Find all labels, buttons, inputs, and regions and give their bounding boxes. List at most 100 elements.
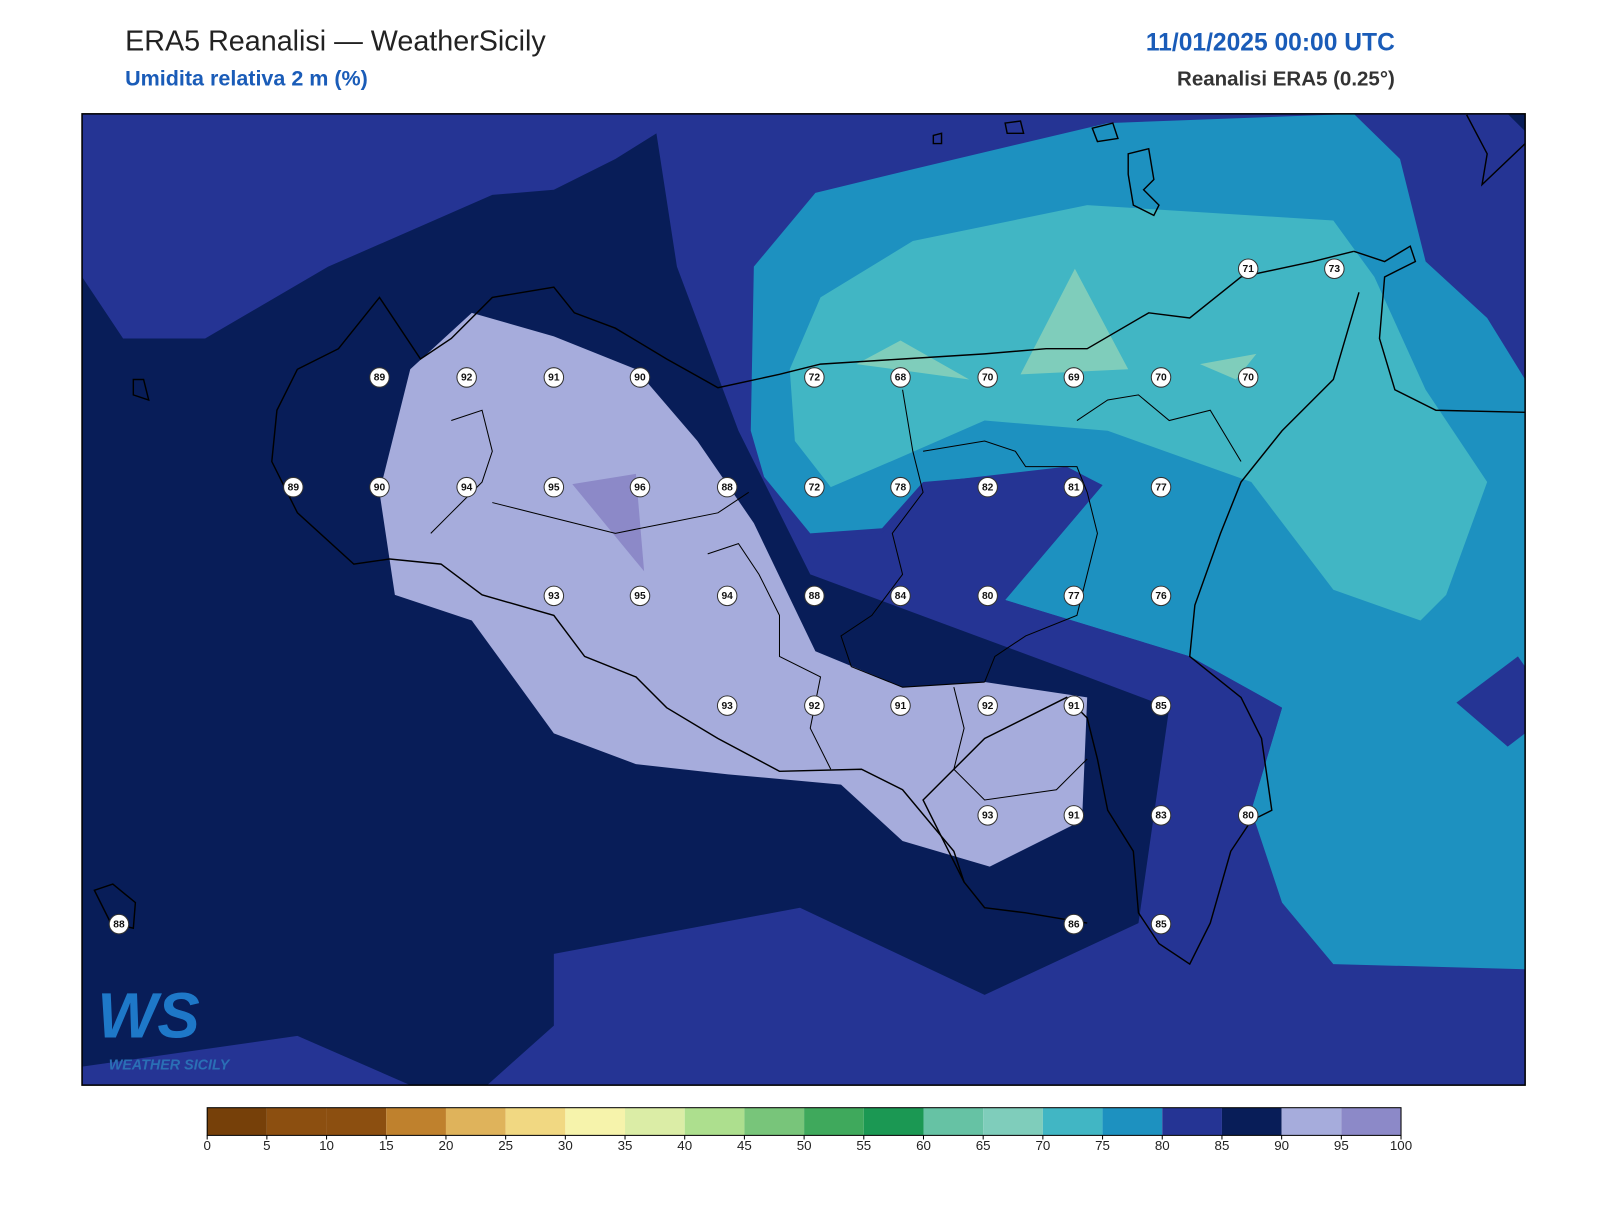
station-marker [1150, 913, 1172, 935]
logo-text: WEATHER SICILY [109, 1057, 231, 1073]
colorbar-tick-label: 35 [618, 1138, 633, 1153]
station-marker [977, 476, 998, 498]
contour-band [1200, 353, 1257, 380]
coast-calabria [1353, 245, 1526, 414]
station-marker [629, 367, 651, 388]
coast-north [297, 250, 1355, 389]
station-marker [456, 367, 477, 388]
station-value: 83 [1155, 811, 1167, 822]
datetime: 11/01/2025 00:00 UTC [1146, 30, 1395, 57]
station-value: 82 [982, 482, 994, 493]
station-value: 72 [809, 482, 821, 493]
colorbar-bin [625, 1107, 685, 1136]
colorbar-bin [565, 1107, 626, 1136]
colorbar-tick-label: 80 [1155, 1138, 1170, 1153]
colorbar-tick-label: 25 [498, 1138, 513, 1153]
colorbar-tick-label: 0 [203, 1138, 210, 1153]
station-value: 77 [1068, 591, 1080, 602]
colorbar-tick-label: 20 [439, 1138, 454, 1153]
station-marker [1150, 585, 1172, 607]
colorbar-tick-label: 40 [677, 1138, 692, 1153]
contour-band [810, 466, 1283, 811]
station-marker [629, 476, 651, 498]
station-value: 88 [721, 482, 733, 493]
colorbar: 0 5 10 15 20 25 30 35 40 45 50 55 60 65 70 75 80 85 90 95 10… [203, 1107, 1412, 1153]
station-marker [1063, 695, 1085, 716]
map-frame [81, 113, 1526, 1086]
station-value: 70 [982, 373, 994, 384]
station-value: 90 [374, 482, 386, 493]
station-value: 78 [895, 482, 907, 493]
contour-band [789, 205, 1488, 621]
station-marker [1063, 805, 1085, 826]
borders [430, 389, 1242, 801]
source: Reanalisi ERA5 (0.25°) [1177, 67, 1395, 90]
colorbar-tick-label: 55 [856, 1138, 871, 1153]
station-marker [1237, 805, 1259, 826]
station-marker [804, 695, 825, 716]
station-marker [890, 695, 911, 716]
colorbar-bin [923, 1107, 984, 1136]
colorbar-bin [1221, 1107, 1282, 1136]
coast-calabria-north [1466, 114, 1526, 187]
colorbar-bin [1042, 1107, 1103, 1136]
colorbar-bin [445, 1107, 506, 1136]
colorbar-bin [207, 1107, 267, 1136]
station-value: 90 [634, 373, 646, 384]
station-value: 88 [809, 591, 821, 602]
station-value: 93 [548, 591, 560, 602]
station-value: 76 [1155, 591, 1167, 602]
station-value: 95 [634, 591, 646, 602]
title: ERA5 Reanalisi — WeatherSicily [125, 26, 546, 58]
colorbar-tick-label: 30 [558, 1138, 573, 1153]
station-marker [890, 367, 911, 388]
station-marker [1150, 476, 1172, 498]
colorbar-bin [1162, 1107, 1222, 1136]
station-marker [716, 695, 738, 716]
contour-fills [82, 113, 1526, 1086]
colorbar-tick-label: 90 [1274, 1138, 1289, 1153]
station-value: 95 [548, 482, 560, 493]
colorbar-bin [505, 1107, 566, 1136]
station-marker [804, 367, 825, 388]
station-marker [1063, 585, 1085, 607]
colorbar-bin [1102, 1107, 1163, 1136]
coast-east [922, 292, 1360, 966]
station-marker [369, 476, 390, 498]
colorbar-tick-label: 45 [737, 1138, 752, 1153]
colorbar-bin [386, 1107, 446, 1136]
coast-south [271, 368, 965, 883]
station-marker [890, 585, 911, 607]
station-marker [716, 585, 738, 607]
colorbar-bin [1281, 1107, 1342, 1136]
station-value: 68 [895, 373, 907, 384]
station-value: 94 [721, 591, 733, 602]
station-value: 91 [548, 373, 560, 384]
colorbar-tick-label: 95 [1334, 1138, 1349, 1153]
station-marker [977, 695, 998, 716]
stations: 89 92 91 90 72 68 70 69 70 70 71 73 89 90 94 95 96 88 72 78… [108, 258, 1345, 935]
station-value: 70 [1243, 373, 1255, 384]
colorbar-tick-label: 60 [916, 1138, 931, 1153]
colorbar-tick-label: 100 [1390, 1138, 1412, 1153]
station-value: 92 [982, 701, 994, 712]
contour-band [856, 340, 970, 380]
logo-mark: WS [97, 980, 199, 1051]
station-value: 71 [1243, 264, 1255, 275]
contour-band [572, 473, 645, 572]
station-marker [543, 367, 565, 388]
station-value: 91 [1068, 701, 1080, 712]
colorbar-tick-label: 5 [263, 1138, 270, 1153]
station-marker [977, 585, 998, 607]
station-marker [1324, 258, 1345, 279]
station-value: 88 [113, 919, 125, 930]
colorbar-tick-label: 15 [379, 1138, 394, 1153]
station-marker [890, 476, 911, 498]
station-marker [977, 367, 998, 388]
station-marker [804, 585, 825, 607]
station-marker [1063, 913, 1085, 935]
colorbar-tick-label: 10 [319, 1138, 334, 1153]
colorbar-tick-label: 70 [1035, 1138, 1050, 1153]
station-value: 70 [1155, 373, 1167, 384]
